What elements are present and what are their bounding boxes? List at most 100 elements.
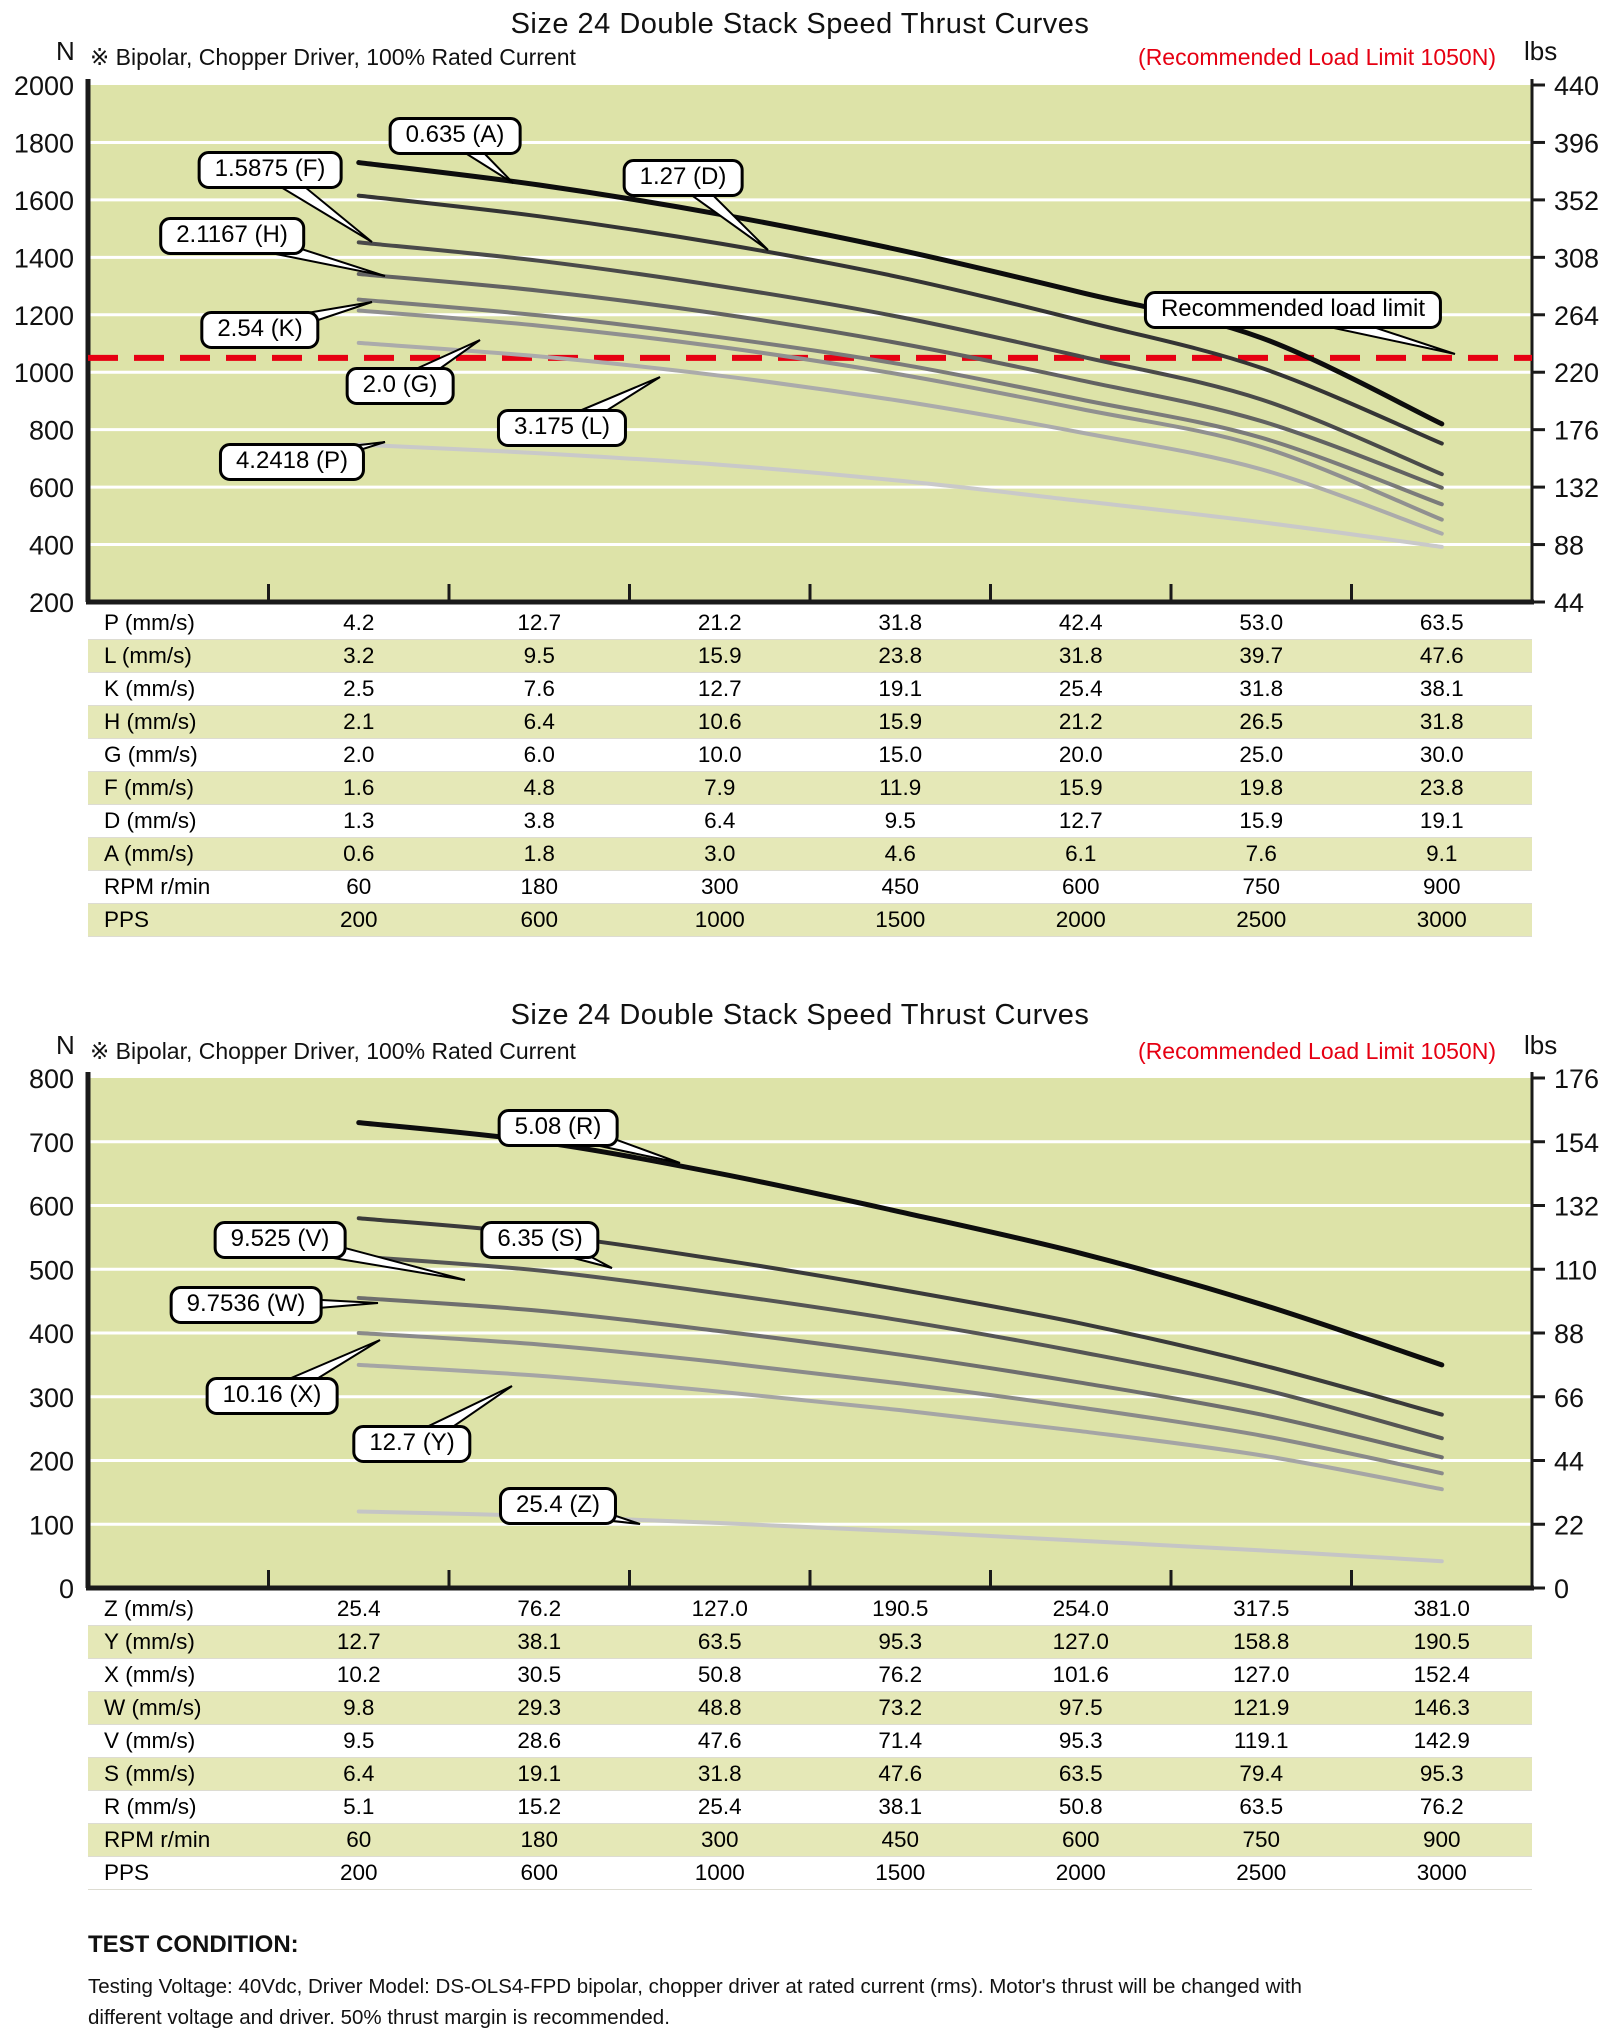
row-label: A (mm/s) bbox=[88, 837, 269, 871]
cell-value: 25.4 bbox=[629, 1790, 810, 1824]
callout-12.7-y-: 12.7 (Y) bbox=[352, 1425, 472, 1463]
cell-value: 38.1 bbox=[1351, 672, 1532, 706]
cell-value: 1500 bbox=[810, 1856, 991, 1890]
cell-value: 146.3 bbox=[1351, 1691, 1532, 1725]
cell-value: 3.8 bbox=[449, 804, 630, 838]
cell-value: 127.0 bbox=[629, 1593, 810, 1626]
chart1-speed-table: P (mm/s) 4.2 12.7 21.2 31.8 42.4 53.0 63.5 L (mm… bbox=[88, 607, 1532, 937]
cell-value: 200 bbox=[268, 903, 449, 937]
cell-value: 600 bbox=[990, 870, 1171, 904]
callout-2.1167-h-: 2.1167 (H) bbox=[159, 217, 305, 255]
cell-value: 180 bbox=[449, 1823, 630, 1857]
cell-value: 2.1 bbox=[268, 705, 449, 739]
cell-value: 7.6 bbox=[449, 672, 630, 706]
cell-value: 2000 bbox=[990, 903, 1171, 937]
row-label: F (mm/s) bbox=[88, 771, 269, 805]
y-tick-label-lbs: 176 bbox=[1554, 1064, 1599, 1094]
cell-value: 600 bbox=[449, 903, 630, 937]
chart2-subtitle: ※ Bipolar, Chopper Driver, 100% Rated Cu… bbox=[90, 1038, 576, 1064]
row-label: PPS bbox=[88, 1856, 269, 1890]
table-row: K (mm/s) 2.5 7.6 12.7 19.1 25.4 31.8 38.1 bbox=[88, 672, 1532, 706]
cell-value: 47.6 bbox=[629, 1724, 810, 1758]
y-tick-label-lbs: 352 bbox=[1554, 186, 1599, 216]
cell-value: 10.6 bbox=[629, 705, 810, 739]
cell-value: 31.8 bbox=[810, 607, 991, 640]
cell-value: 76.2 bbox=[449, 1593, 630, 1626]
chart2-unit-lbs: lbs bbox=[1524, 1030, 1558, 1060]
cell-value: 25.0 bbox=[1171, 738, 1352, 772]
cell-value: 3000 bbox=[1351, 903, 1532, 937]
curve-2.54-K- bbox=[356, 297, 1444, 507]
callout-9.7536-w-: 9.7536 (W) bbox=[169, 1286, 323, 1324]
cell-value: 1500 bbox=[810, 903, 991, 937]
cell-value: 190.5 bbox=[1351, 1625, 1532, 1659]
cell-value: 63.5 bbox=[1171, 1790, 1352, 1824]
row-label: P (mm/s) bbox=[88, 607, 269, 640]
y-tick-label-n: 800 bbox=[29, 1064, 74, 1094]
table-row: S (mm/s) 6.4 19.1 31.8 47.6 63.5 79.4 95.3 bbox=[88, 1757, 1532, 1791]
cell-value: 158.8 bbox=[1171, 1625, 1352, 1659]
cell-value: 47.6 bbox=[810, 1757, 991, 1791]
curve-1.27-D- bbox=[356, 193, 1444, 446]
y-tick-label-n: 200 bbox=[29, 1447, 74, 1477]
row-label: S (mm/s) bbox=[88, 1757, 269, 1791]
curve-12.7-Y- bbox=[356, 1362, 1444, 1492]
y-tick-label-lbs: 440 bbox=[1554, 71, 1599, 101]
cell-value: 25.4 bbox=[268, 1593, 449, 1626]
cell-value: 63.5 bbox=[1351, 607, 1532, 640]
cell-value: 1.6 bbox=[268, 771, 449, 805]
callout-recommended-load-limit: Recommended load limit bbox=[1143, 291, 1443, 329]
callout-1.5875-f-: 1.5875 (F) bbox=[197, 151, 343, 189]
cell-value: 152.4 bbox=[1351, 1658, 1532, 1692]
y-tick-label-n: 600 bbox=[29, 473, 74, 503]
row-label: X (mm/s) bbox=[88, 1658, 269, 1692]
cell-value: 29.3 bbox=[449, 1691, 630, 1725]
cell-value: 9.5 bbox=[449, 639, 630, 673]
cell-value: 1000 bbox=[629, 903, 810, 937]
cell-value: 3.0 bbox=[629, 837, 810, 871]
callout-0.635-a-: 0.635 (A) bbox=[388, 117, 522, 155]
cell-value: 600 bbox=[990, 1823, 1171, 1857]
y-tick-label-lbs: 308 bbox=[1554, 243, 1599, 273]
row-label: RPM r/min bbox=[88, 870, 269, 904]
y-tick-label-lbs: 220 bbox=[1554, 358, 1599, 388]
cell-value: 42.4 bbox=[990, 607, 1171, 640]
cell-value: 21.2 bbox=[990, 705, 1171, 739]
table-row: L (mm/s) 3.2 9.5 15.9 23.8 31.8 39.7 47.6 bbox=[88, 639, 1532, 673]
cell-value: 31.8 bbox=[1351, 705, 1532, 739]
callout-5.08-r-: 5.08 (R) bbox=[497, 1109, 619, 1147]
cell-value: 76.2 bbox=[1351, 1790, 1532, 1824]
cell-value: 39.7 bbox=[1171, 639, 1352, 673]
table-row: RPM r/min 60 180 300 450 600 750 900 bbox=[88, 1823, 1532, 1857]
y-tick-label-n: 2000 bbox=[14, 71, 74, 101]
cell-value: 30.5 bbox=[449, 1658, 630, 1692]
row-label: Y (mm/s) bbox=[88, 1625, 269, 1659]
table-row: Y (mm/s) 12.7 38.1 63.5 95.3 127.0 158.8 190.5 bbox=[88, 1625, 1532, 1659]
row-label: K (mm/s) bbox=[88, 672, 269, 706]
y-tick-label-lbs: 22 bbox=[1554, 1510, 1584, 1540]
curve-10.16-X- bbox=[356, 1331, 1444, 1476]
table-row: Z (mm/s) 25.4 76.2 127.0 190.5 254.0 317.5 381.… bbox=[88, 1593, 1532, 1626]
callout-2.54-k-: 2.54 (K) bbox=[200, 311, 320, 349]
curve-4.2418-P- bbox=[356, 442, 1444, 549]
callout-10.16-x-: 10.16 (X) bbox=[205, 1377, 339, 1415]
chart1-load-limit-note: (Recommended Load Limit 1050N) bbox=[1138, 44, 1496, 70]
cell-value: 200 bbox=[268, 1856, 449, 1890]
chart1-subtitle: ※ Bipolar, Chopper Driver, 100% Rated Cu… bbox=[90, 44, 576, 70]
cell-value: 1000 bbox=[629, 1856, 810, 1890]
chart1-unit-n: N bbox=[56, 36, 75, 66]
cell-value: 15.9 bbox=[1171, 804, 1352, 838]
y-tick-label-lbs: 88 bbox=[1554, 531, 1584, 561]
table-row: PPS 200 600 1000 1500 2000 2500 3000 bbox=[88, 1856, 1532, 1890]
callout-1.27-d-: 1.27 (D) bbox=[622, 159, 744, 197]
y-tick-label-n: 200 bbox=[29, 588, 74, 618]
cell-value: 15.9 bbox=[629, 639, 810, 673]
cell-value: 31.8 bbox=[1171, 672, 1352, 706]
cell-value: 300 bbox=[629, 870, 810, 904]
test-condition-line1: Testing Voltage: 40Vdc, Driver Model: DS… bbox=[88, 1975, 1302, 1998]
y-tick-label-n: 1000 bbox=[14, 358, 74, 388]
cell-value: 6.4 bbox=[629, 804, 810, 838]
callout-6.35-s-: 6.35 (S) bbox=[480, 1221, 600, 1259]
cell-value: 9.5 bbox=[268, 1724, 449, 1758]
